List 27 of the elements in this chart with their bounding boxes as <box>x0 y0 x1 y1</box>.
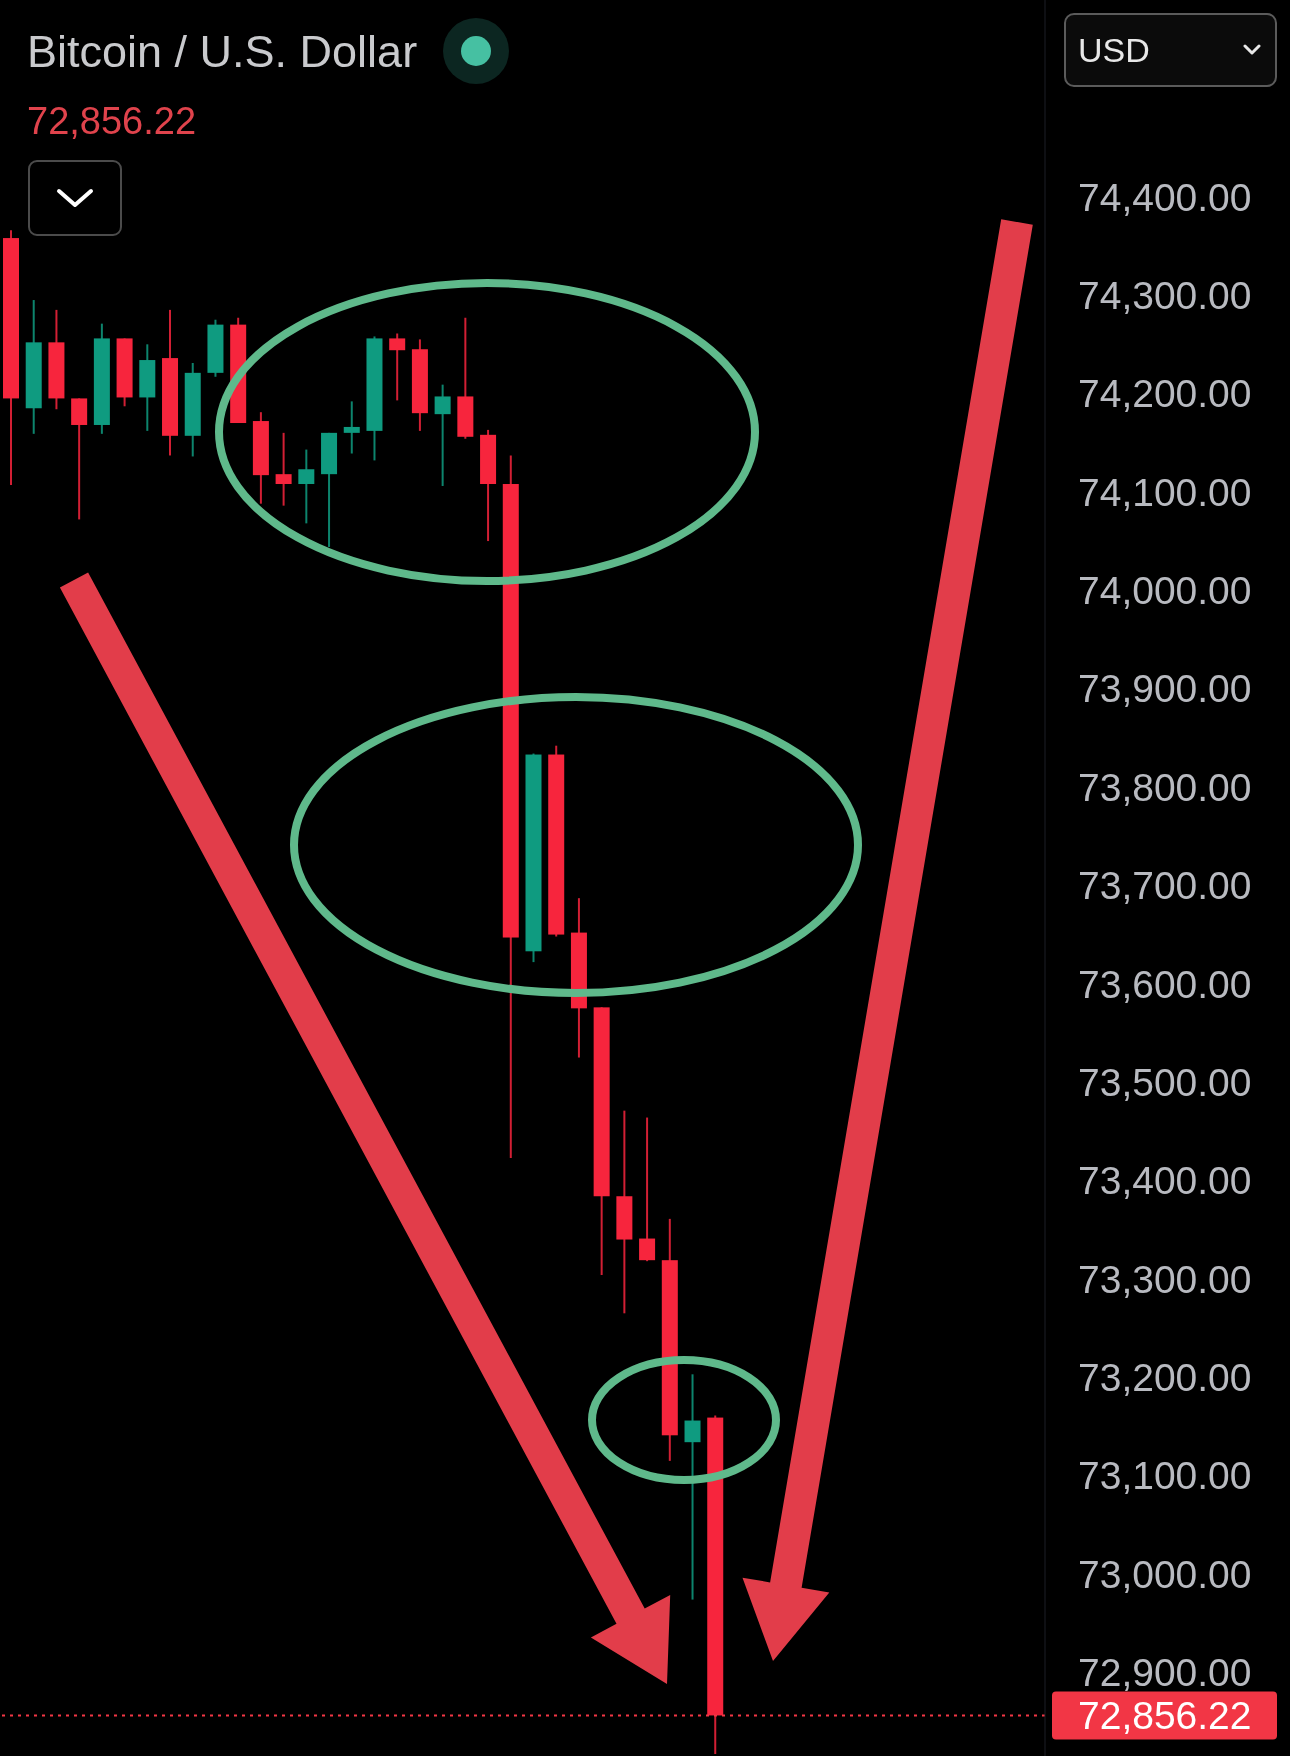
candlestick <box>434 383 451 487</box>
y-tick-label: 73,300.00 <box>1078 1257 1252 1301</box>
candlestick <box>275 431 292 507</box>
candlestick <box>389 332 406 402</box>
candlestick <box>343 400 360 455</box>
ref-line-label: 72,856.22 <box>1078 1694 1252 1738</box>
currency-select: USD <box>1064 13 1277 87</box>
candlestick <box>684 1373 701 1601</box>
y-tick-label: 73,200.00 <box>1078 1356 1252 1400</box>
y-tick-label: 73,800.00 <box>1078 765 1252 809</box>
candlestick <box>298 448 315 525</box>
y-tick-label: 73,700.00 <box>1078 864 1252 908</box>
y-tick-label: 74,000.00 <box>1078 569 1252 613</box>
y-tick-label: 74,100.00 <box>1078 470 1252 514</box>
y-tick-label: 73,900.00 <box>1078 667 1252 711</box>
text: Bitcoin / U.S. Dollar <box>27 25 418 77</box>
y-tick-label: 73,400.00 <box>1078 1159 1252 1203</box>
text: 72,856.22 <box>27 100 197 142</box>
y-tick-label: 72,900.00 <box>1078 1651 1252 1695</box>
candlestick <box>639 1116 656 1263</box>
y-tick-label: 74,200.00 <box>1078 372 1252 416</box>
y-tick-label: 73,500.00 <box>1078 1060 1252 1104</box>
y-tick-label: 73,000.00 <box>1078 1552 1252 1596</box>
y-tick-label: 73,600.00 <box>1078 962 1252 1006</box>
y-tick-label: 73,100.00 <box>1078 1454 1252 1498</box>
y-tick-label: 74,300.00 <box>1078 273 1252 317</box>
y-tick-label: 74,400.00 <box>1078 175 1252 219</box>
